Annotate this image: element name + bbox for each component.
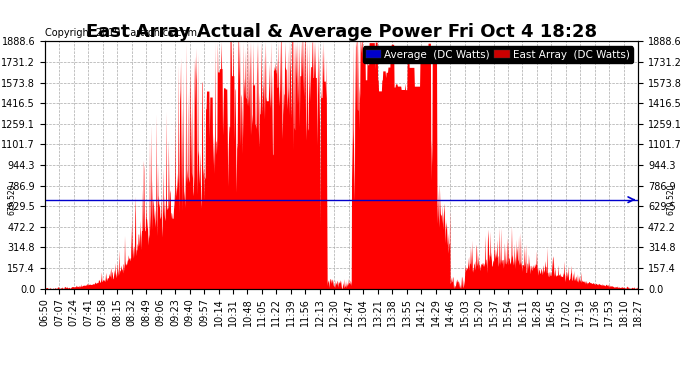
- Text: 679.520: 679.520: [667, 184, 676, 216]
- Legend: Average  (DC Watts), East Array  (DC Watts): Average (DC Watts), East Array (DC Watts…: [363, 46, 633, 63]
- Text: Copyright 2019 Cartronics.com: Copyright 2019 Cartronics.com: [46, 28, 197, 38]
- Text: 679.520: 679.520: [8, 184, 17, 216]
- Title: East Array Actual & Average Power Fri Oct 4 18:28: East Array Actual & Average Power Fri Oc…: [86, 23, 597, 41]
